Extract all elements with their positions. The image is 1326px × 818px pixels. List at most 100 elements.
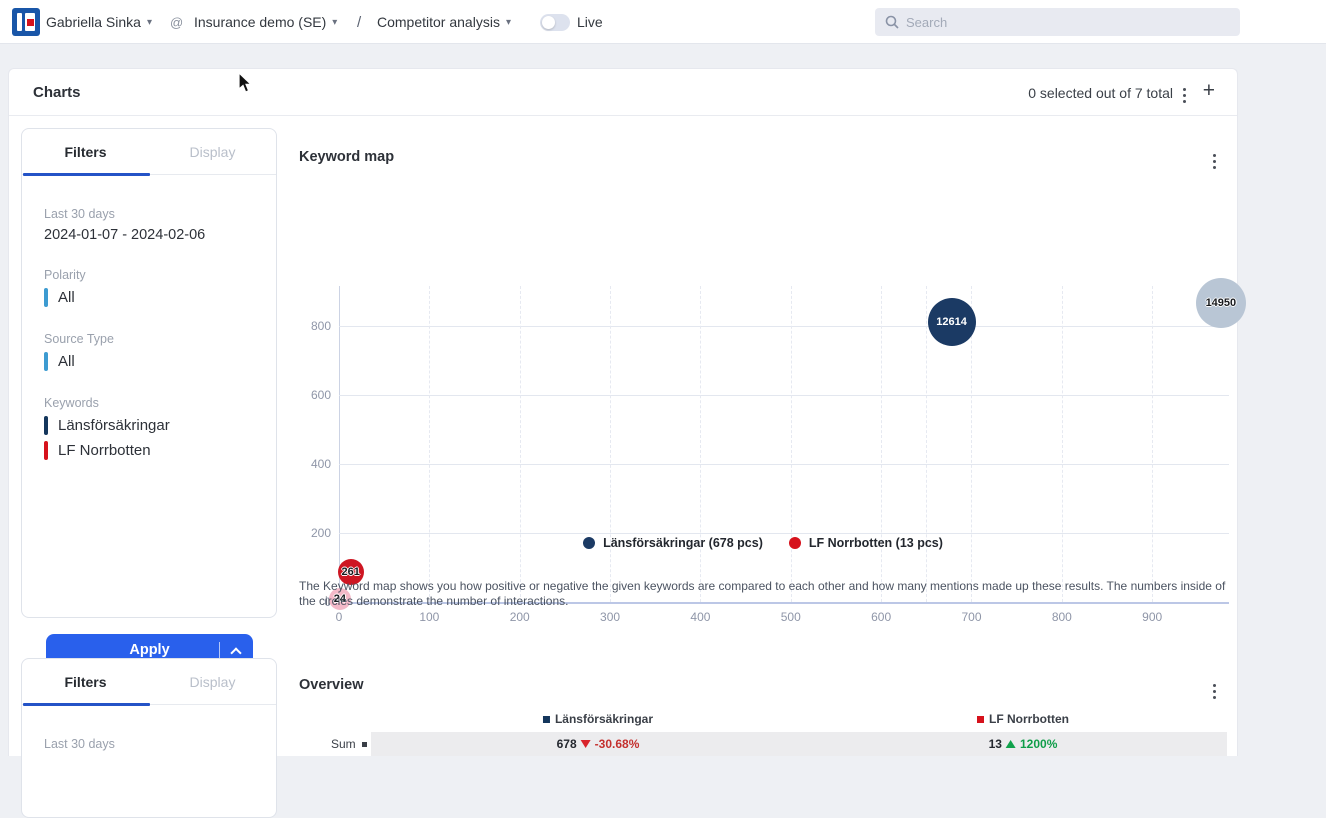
toggle-knob: [542, 16, 555, 29]
filter-item[interactable]: All: [44, 288, 276, 307]
search-input[interactable]: [906, 14, 1230, 30]
keyword-map-title: Keyword map: [299, 149, 395, 165]
date-range-value[interactable]: 2024-01-07 - 2024-02-06: [44, 227, 206, 243]
filters-card-2: Filters Display Last 30 days: [21, 658, 277, 818]
legend-dot-icon: [788, 537, 801, 549]
gridline: [610, 286, 612, 602]
keyword-map-chart: 0 200 400 600 800 0 100 200 300 400 500 600 700 800 90…: [9, 176, 1246, 624]
gridline: [519, 286, 521, 602]
apply-label: Apply: [129, 642, 170, 658]
overview-column-label: LF Norrbotten: [989, 712, 1069, 726]
legend-item[interactable]: LF Norrbotten (13 pcs): [788, 536, 943, 550]
gridline: [881, 286, 883, 602]
y-tick-label: 800: [310, 318, 331, 333]
filter-item-label: Länsförsäkringar: [58, 417, 170, 434]
legend-label: Länsförsäkringar (678 pcs): [603, 536, 763, 550]
filter-item-label: All: [58, 353, 75, 370]
breadcrumb-separator: /: [357, 13, 362, 31]
filter-item[interactable]: LF Norrbotten: [44, 441, 276, 460]
user-menu[interactable]: Gabriella Sinka ▾: [46, 0, 152, 44]
dashboard-menu[interactable]: Competitor analysis ▾: [377, 0, 511, 44]
charts-menu-kebab-icon[interactable]: [1180, 85, 1189, 106]
x-tick-label: 600: [871, 610, 892, 624]
bubble-261[interactable]: 261: [337, 558, 364, 585]
overview-sum-value: 13 1200%: [989, 737, 1058, 751]
add-chart-button[interactable]: +: [1202, 79, 1215, 102]
overview-column-label: Länsförsäkringar: [554, 712, 654, 726]
overview-column-header: LF Norrbotten: [977, 712, 1069, 726]
sum-number: 13: [988, 737, 1002, 751]
tab-display[interactable]: Display: [189, 144, 236, 160]
x-tick-label: 400: [690, 610, 711, 624]
x-tick-label: 500: [780, 610, 801, 624]
filter-item-label: LF Norrbotten: [58, 442, 151, 459]
bubble-12614[interactable]: 12614: [927, 298, 976, 347]
gridline: [429, 286, 431, 602]
legend-square-icon: [542, 715, 550, 723]
filter-item[interactable]: All: [44, 352, 276, 371]
workspace-name: Insurance demo (SE): [194, 14, 327, 30]
x-tick-label: 700: [961, 610, 982, 624]
keyword-map-kebab-icon[interactable]: [1210, 151, 1219, 172]
overview-sum-value: 678 -30.68%: [557, 737, 640, 751]
y-tick-label: 400: [310, 456, 331, 471]
user-name: Gabriella Sinka: [46, 14, 141, 30]
chevron-down-icon: ▾: [505, 16, 511, 28]
x-tick-label: 200: [509, 610, 530, 624]
gridline: [1061, 286, 1063, 602]
filter-section-label: Source Type: [44, 332, 114, 346]
overview-kebab-icon[interactable]: [1210, 681, 1219, 702]
x-tick-label: 100: [419, 610, 440, 624]
gridline: [339, 394, 1229, 396]
logo-shape: [17, 13, 22, 31]
x-tick-label: 300: [600, 610, 621, 624]
filter-section-label: Polarity: [44, 268, 86, 282]
change-percent: -30.68%: [594, 737, 640, 751]
overview-row-label: Sum: [331, 737, 367, 751]
active-tab-underline: [23, 703, 150, 706]
filter-item[interactable]: Länsförsäkringar: [44, 416, 276, 435]
overview-title: Overview: [299, 677, 364, 693]
live-toggle[interactable]: [540, 14, 570, 31]
bubble-24[interactable]: 24: [328, 587, 351, 610]
sum-number: 678: [556, 737, 577, 751]
bubble-14950[interactable]: 14950: [1195, 277, 1246, 328]
filter-item-label: All: [58, 289, 75, 306]
gridline: [926, 286, 927, 602]
overview-column-header: Länsförsäkringar: [542, 712, 654, 726]
gridline: [339, 532, 1229, 534]
gridline: [700, 286, 702, 602]
gridline: [1152, 286, 1154, 602]
gridline: [971, 286, 973, 602]
tab-filters-2[interactable]: Filters: [64, 674, 107, 690]
legend-square-icon: [361, 741, 367, 747]
gridline: [339, 463, 1229, 465]
tab-filters[interactable]: Filters: [64, 144, 107, 160]
legend-square-icon: [977, 715, 984, 723]
live-label: Live: [577, 14, 603, 30]
chart-legend: Länsförsäkringar (678 pcs) LF Norrbotten …: [299, 536, 1227, 550]
y-tick-label: 600: [310, 387, 331, 402]
search-icon: [885, 15, 899, 29]
triangle-down-icon: [580, 740, 591, 748]
workspace-menu[interactable]: Insurance demo (SE) ▾: [194, 0, 337, 44]
y-tick-label: 200: [310, 525, 331, 540]
legend-item[interactable]: Länsförsäkringar (678 pcs): [583, 536, 763, 550]
dashboard-name: Competitor analysis: [377, 14, 500, 30]
filter-color-bar: [44, 288, 48, 307]
change-percent: 1200%: [1019, 737, 1058, 751]
at-separator: @: [170, 14, 184, 30]
tab-display-2[interactable]: Display: [189, 674, 236, 690]
filter-color-bar: [44, 416, 48, 435]
y-axis-line: [339, 286, 340, 602]
overview-sum-row: [371, 732, 1227, 756]
x-axis-line: [339, 602, 1229, 604]
filter-color-bar: [44, 352, 48, 371]
selection-status: 0 selected out of 7 total: [1028, 85, 1173, 101]
app-logo[interactable]: [12, 8, 40, 36]
legend-dot-icon: [583, 537, 596, 549]
filters-tabs-2: Filters Display: [22, 659, 276, 706]
search-box[interactable]: [875, 8, 1240, 36]
charts-panel-header: Charts 0 selected out of 7 total +: [9, 69, 1237, 116]
x-tick-label: 0: [335, 610, 343, 624]
